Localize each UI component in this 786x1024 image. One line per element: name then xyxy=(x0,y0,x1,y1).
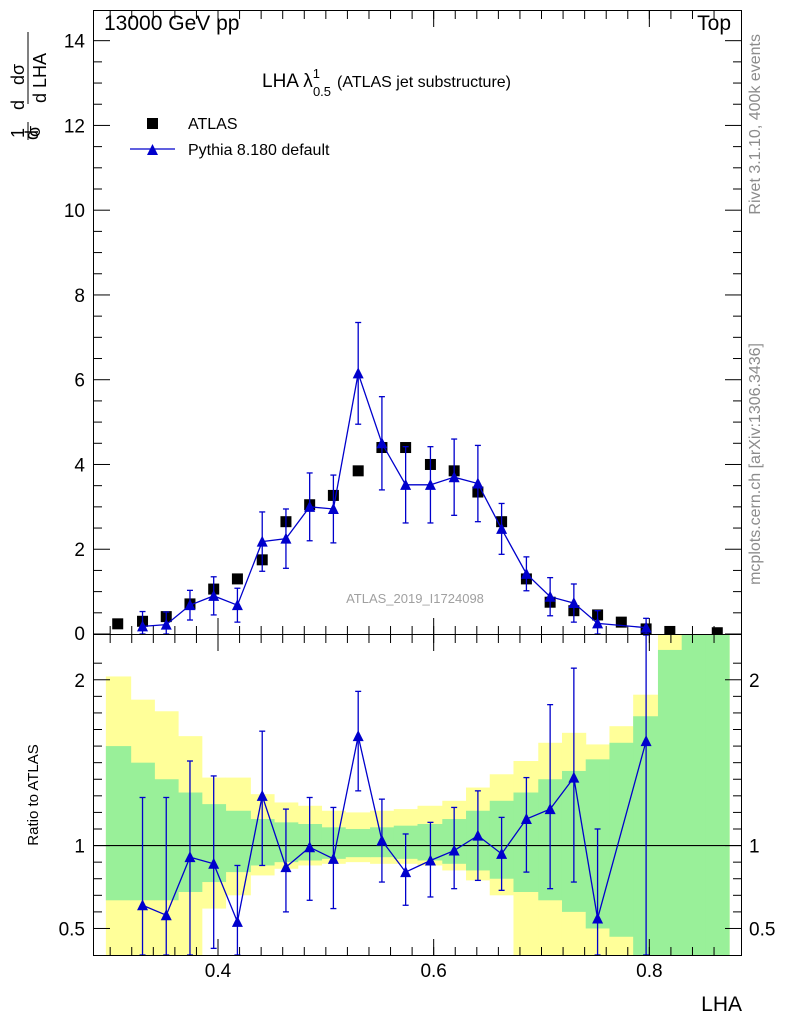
ratio-point xyxy=(520,813,532,825)
ratio-point xyxy=(448,844,460,856)
uncertainty-band-inner xyxy=(105,746,132,901)
atlas-point xyxy=(711,627,723,639)
ratio-point xyxy=(231,915,243,927)
ylabel-d1: d xyxy=(22,130,42,140)
uncertainty-band-inner xyxy=(657,649,683,955)
pythia-point xyxy=(544,590,556,602)
atlas-point xyxy=(231,573,243,585)
atlas-point xyxy=(112,618,124,630)
ratio-point xyxy=(496,847,508,859)
ratio-ytick-label: 0.5 xyxy=(59,919,85,940)
ratio-ytick-label: 1 xyxy=(74,837,85,858)
pythia-point xyxy=(424,478,436,490)
pythia-point xyxy=(640,621,652,633)
ratio-point xyxy=(327,852,339,864)
ratio-ytick-label-right: 2 xyxy=(749,671,760,692)
main-ylabel: d 1 σ d dσ d LHA xyxy=(8,32,50,140)
ratio-point xyxy=(208,857,220,869)
uncertainty-band-inner xyxy=(609,742,634,937)
ratio-point xyxy=(424,854,436,866)
main-ytick-label: 10 xyxy=(64,201,85,222)
header-process: 13000 GeV pp xyxy=(104,12,239,35)
legend-atlas-label: ATLAS xyxy=(188,116,238,133)
ylabel-sigma: σ xyxy=(24,126,44,137)
atlas-point xyxy=(664,625,676,637)
pythia-point xyxy=(184,599,196,611)
pythia-point xyxy=(304,500,316,512)
ratio-xtick-label: 0.8 xyxy=(636,961,662,982)
ratio-point xyxy=(472,829,484,841)
ratio-ytick-label: 2 xyxy=(74,671,85,692)
main-frame xyxy=(93,10,742,635)
uncertainty-band-inner xyxy=(705,635,730,955)
pythia-point xyxy=(400,478,412,490)
pythia-point xyxy=(592,617,604,629)
ratio-ytick-label-right: 0.5 xyxy=(749,919,775,940)
pythia-point xyxy=(472,477,484,489)
plot-title: LHA λ1 0.5(ATLAS jet substructure) xyxy=(262,66,511,99)
legend-pythia-label: Pythia 8.180 default xyxy=(188,142,330,159)
ratio-point xyxy=(568,771,580,783)
pythia-point xyxy=(448,471,460,483)
ratio-ylabel: Ratio to ATLAS xyxy=(25,744,42,845)
pythia-point xyxy=(208,589,220,601)
ratio-point xyxy=(137,899,149,911)
pythia-point xyxy=(256,535,268,547)
pythia-point xyxy=(520,567,532,579)
ratio-point xyxy=(160,909,172,921)
main-ytick-label: 6 xyxy=(74,371,85,392)
legend: ATLAS Pythia 8.180 default xyxy=(130,116,330,159)
pythia-point xyxy=(568,597,580,609)
pythia-point xyxy=(280,532,292,544)
ratio-frame xyxy=(93,634,742,956)
uncertainty-band-inner xyxy=(681,635,706,955)
ratio-point xyxy=(640,735,652,747)
ratio-xtick-label: 0.4 xyxy=(205,961,232,982)
main-ytick-label: 0 xyxy=(74,624,85,645)
pythia-point xyxy=(137,620,149,632)
uncertainty-band-inner xyxy=(225,810,251,873)
ratio-point xyxy=(376,834,388,846)
pythia-point xyxy=(376,437,388,449)
main-ytick-label: 8 xyxy=(74,286,85,307)
main-ytick-label: 4 xyxy=(74,455,85,476)
ratio-point xyxy=(544,803,556,815)
ratio-point xyxy=(256,789,268,801)
header-label: Top xyxy=(697,12,731,35)
ratio-point xyxy=(184,851,196,863)
ratio-point xyxy=(592,912,604,924)
ylabel-one: 1 xyxy=(8,128,28,138)
pythia-point xyxy=(327,502,339,514)
atlas-point xyxy=(352,465,364,477)
main-ytick-label: 14 xyxy=(64,32,86,53)
mcplots-credit: mcplots.cern.ch [arXiv:1306.3436] xyxy=(747,343,764,585)
ylabel-d2: d xyxy=(8,100,28,110)
pythia-point xyxy=(160,618,172,630)
main-ytick-label: 2 xyxy=(74,540,85,561)
legend-atlas-marker xyxy=(147,118,158,129)
ratio-ytick-label-right: 1 xyxy=(749,837,760,858)
ratio-point xyxy=(280,861,292,873)
ratio-point xyxy=(352,730,364,742)
ratio-panel: 0.5 0.5 1 1 2 2 0.4 0.6 0.8 xyxy=(59,634,775,982)
pythia-point xyxy=(231,599,243,611)
main-panel: 0 2 4 6 8 10 12 14 xyxy=(64,11,741,645)
analysis-watermark: ATLAS_2019_I1724098 xyxy=(346,591,484,606)
rivet-version-note: Rivet 3.1.10, 400k events xyxy=(747,34,764,215)
x-axis-label: LHA xyxy=(701,993,742,1016)
atlas-point xyxy=(615,616,627,628)
pythia-point xyxy=(496,522,508,534)
pythia-point xyxy=(352,367,364,379)
main-ytick-label: 12 xyxy=(64,116,85,137)
ylabel-dlha: d LHA xyxy=(30,53,50,103)
ratio-point xyxy=(304,841,316,853)
uncertainty-band-inner xyxy=(345,828,371,858)
ratio-point xyxy=(400,866,412,878)
legend-pythia-marker xyxy=(147,144,158,155)
ratio-xtick-label: 0.6 xyxy=(420,961,446,982)
ylabel-dsigma: dσ xyxy=(8,64,28,85)
